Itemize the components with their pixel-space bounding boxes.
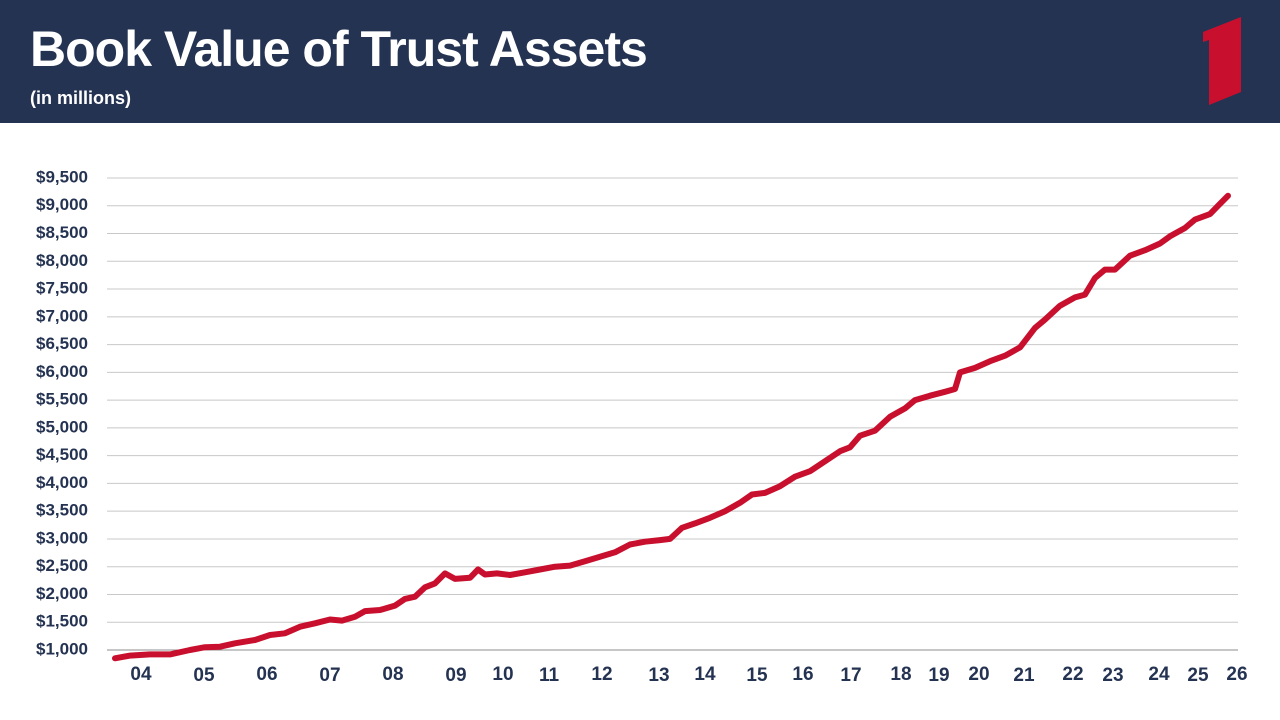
x-tick-label: 16: [792, 664, 813, 685]
x-tick-label: 09: [445, 665, 466, 686]
y-tick-label: $8,000: [36, 251, 88, 270]
y-tick-label: $1,000: [36, 639, 88, 658]
x-tick-label: 11: [539, 665, 560, 686]
x-tick-label: 04: [130, 664, 152, 685]
x-tick-label: 21: [1013, 665, 1035, 686]
y-tick-label: $6,500: [36, 334, 88, 353]
data-line: [112, 192, 1231, 662]
x-tick-label: 10: [492, 664, 513, 685]
x-tick-label: 24: [1148, 664, 1170, 685]
y-tick-label: $1,500: [36, 612, 88, 631]
y-tick-label: $3,000: [36, 528, 88, 547]
x-tick-label: 22: [1062, 664, 1083, 685]
x-tick-label: 17: [840, 665, 861, 686]
y-tick-label: $5,500: [36, 390, 88, 409]
x-tick-label: 15: [746, 665, 768, 686]
x-tick-label: 19: [928, 665, 949, 686]
y-tick-label: $4,000: [36, 473, 88, 492]
y-tick-label: $8,500: [36, 223, 88, 242]
y-tick-label: $7,500: [36, 279, 88, 298]
y-tick-label: $9,000: [36, 195, 88, 214]
y-tick-label: $3,500: [36, 501, 88, 520]
y-tick-label: $2,500: [36, 556, 88, 575]
y-tick-label: $9,500: [36, 167, 88, 186]
x-tick-label: 20: [968, 664, 989, 685]
x-tick-label: 18: [890, 664, 911, 685]
x-tick-label: 06: [256, 664, 277, 685]
x-tick-label: 12: [591, 664, 612, 685]
chart-title: Book Value of Trust Assets: [30, 21, 647, 77]
y-tick-label: $5,000: [36, 417, 88, 436]
y-tick-label: $4,500: [36, 445, 88, 464]
logo: [1203, 17, 1241, 105]
x-tick-label: 13: [648, 665, 669, 686]
header-bar: [0, 0, 1280, 123]
chart-subtitle: (in millions): [30, 88, 131, 108]
plot-area: $1,000 $1,500 $2,000 $2,500 $3,000 $3,500 $4,0…: [36, 167, 1248, 686]
y-tick-label: $2,000: [36, 584, 88, 603]
x-tick-label: 23: [1102, 665, 1123, 686]
x-tick-label: 07: [319, 665, 340, 686]
x-tick-label: 08: [382, 664, 403, 685]
x-tick-label: 26: [1226, 664, 1247, 685]
x-tick-label: 14: [694, 664, 716, 685]
x-tick-label: 05: [193, 665, 215, 686]
y-tick-label: $6,000: [36, 362, 88, 381]
x-tick-label: 25: [1187, 665, 1209, 686]
y-tick-label: $7,000: [36, 306, 88, 325]
